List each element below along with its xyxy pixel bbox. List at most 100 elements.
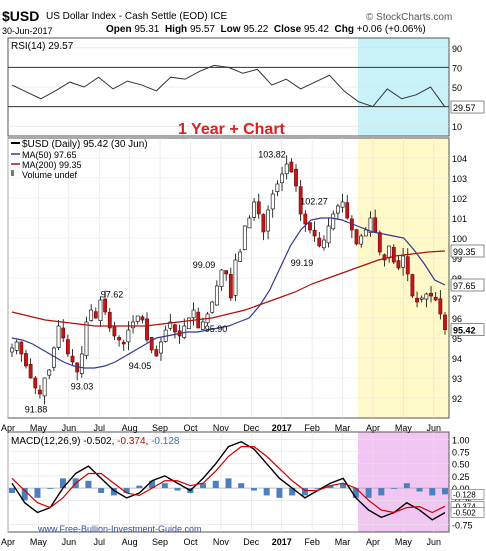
macd-legend-hist: -0.128 [151,436,180,447]
price-candle-up [359,235,364,245]
ma200-legend-label: MA(200) 99.35 [22,160,82,170]
price-candle-down [298,186,303,215]
macd-histogram-bar [110,488,117,496]
price-candle-down [377,232,382,253]
price-candle-down [117,337,121,341]
macd-x-tick-label: Aug [122,537,138,547]
macd-value-tag [450,489,485,500]
price-candle-up [56,325,61,348]
price-candle-up [89,309,94,321]
price-candle-up [219,269,224,287]
macd-histogram-bar [365,488,372,498]
copyright[interactable]: © StockCharts.com [366,12,453,23]
macd-histogram-bar [123,488,130,493]
price-layer: 91.88 93.03 97.62 94.05 95.90 99.09 103.82 102.… [10,150,447,414]
price-candle-up [326,225,331,244]
open-value: 95.31 [134,24,160,35]
price-x-tick-label: May [395,423,413,433]
macd-histogram-bar [301,488,308,496]
macd-legend-main: MACD(12,26,9) -0.502 [11,436,112,447]
price-x-tick-label: Aug [122,423,138,433]
price-annotation: 102.27 [300,197,328,207]
macd-legend: MACD(12,26,9) -0.502, -0.374, -0.128 [11,436,180,447]
rsi-tick-label: 70 [452,63,462,73]
macd-histogram-bar [98,488,105,493]
macd-tick-label: -0.75 [452,521,473,531]
ohlc-row: Open 95.31 High 95.57 Low 95.22 Close 95… [106,24,426,36]
macd-histogram-bar [429,488,436,496]
price-x-tick-label: Mar [335,423,351,433]
macd-histogram-bar [136,485,143,489]
macd-histogram-bar [289,488,296,496]
price-candle-down [396,260,401,269]
rsi-value-label: 29.57 [453,103,476,113]
macd-x-tick-label: Apr [366,537,380,547]
price-candle-up [336,205,340,214]
price-candle-down [103,298,108,313]
price-legend: $USD (Daily) 95.42 (30 Jun) MA(50) 97.65… [11,139,148,180]
price-tick-label: 101 [452,214,467,224]
price-candle-up [424,293,429,300]
price-candle-down [312,229,317,237]
instrument-title: US Dollar Index - Cash Settle (EOD) [46,11,208,22]
price-annotation: 91.88 [25,404,48,414]
price-candle-down [373,217,378,233]
price-x-tick-label: Jun [427,423,442,433]
price-candle-down [433,297,438,301]
macd-legend-signal: -0.374 [117,436,146,447]
price-candle-up [79,353,84,374]
price-candle-down [438,298,443,315]
price-candle-down [112,325,117,337]
price-candle-up [210,301,215,313]
price-candle-up [284,163,289,175]
price-candle-up [238,251,243,262]
macd-x-tick-label: Dec [243,537,260,547]
price-candle-up [419,297,424,300]
price-candle-down [154,349,159,357]
price-value-label: 97.65 [453,281,476,291]
price-x-tick-label: Apr [366,423,380,433]
price-annotation: 93.03 [71,381,94,391]
price-candle-up [200,321,205,330]
price-candle-up [363,229,368,237]
price-x-tick-label: Jul [93,423,105,433]
macd-histogram-bar [378,488,385,496]
price-candle-down [415,297,419,303]
price-candle-up [42,377,47,397]
price-x-tick-label: Sep [152,423,168,433]
macd-histogram-bar [340,483,347,489]
price-x-tick-label: Oct [183,423,198,433]
macd-histogram-bar [263,488,270,496]
price-candle-up [280,173,284,184]
price-candle-down [410,274,415,297]
macd-histogram-bar [21,488,28,501]
price-candle-down [308,222,312,231]
price-value-label: 99.35 [453,247,476,257]
macd-histogram-bar [352,488,359,498]
macd-x-tick-label: Jul [93,537,105,547]
price-annotation: 97.62 [101,290,124,300]
macd-x-tick-label: 2017 [272,537,292,547]
price-candle-down [28,364,33,379]
rsi-legend: RSI(14) 29.57 [11,41,74,52]
macd-histogram-bar [47,488,54,489]
macd-histogram-bar [85,480,92,489]
price-candle-down [24,353,28,367]
price-candle-up [270,193,275,210]
macd-value-label: -0.128 [453,490,476,499]
price-candle-up [340,201,345,208]
macd-line [11,440,446,521]
macd-x-tick-label: Sep [152,537,168,547]
price-candle-down [317,237,322,247]
macd-x-tick-label: Oct [183,537,198,547]
price-candle-up [47,369,52,376]
price-x-tick-label: 2017 [272,423,292,433]
macd-x-tick-label: May [30,537,48,547]
price-candle-down [149,336,154,351]
price-value-label: 95.42 [453,326,476,336]
price-candle-down [354,229,359,245]
price-candle-down [38,389,42,395]
macd-histogram-bar [59,478,66,489]
price-candle-down [391,247,396,263]
low-label: Low [220,24,241,35]
